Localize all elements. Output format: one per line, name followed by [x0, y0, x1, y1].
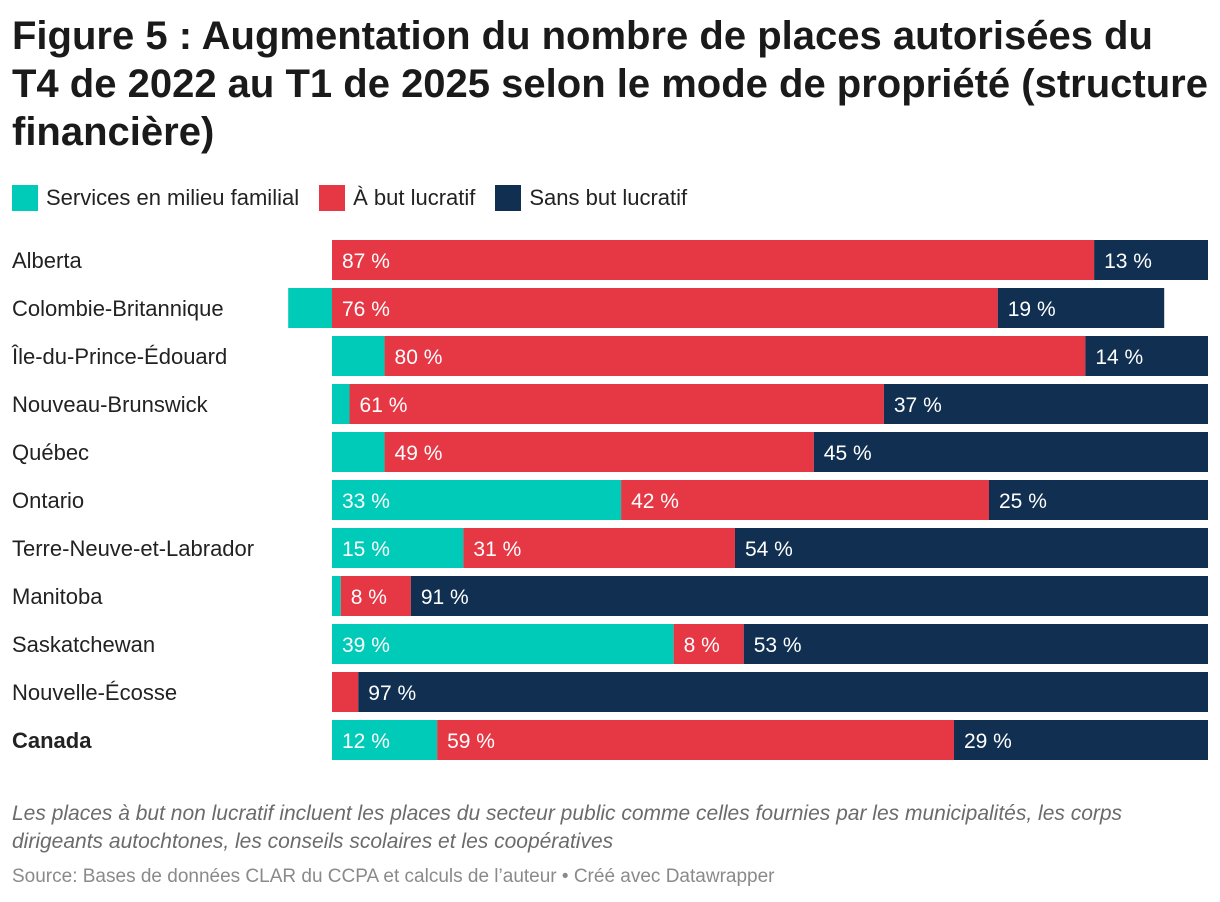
bar-colombie-britannique-series-2 [997, 288, 1165, 328]
legend-item-family: Services en milieu familial [12, 185, 299, 211]
bar-ile-du-prince-edouard-series-2 [1085, 336, 1208, 376]
bar-ontario-series-0 [332, 480, 622, 520]
legend-item-non-profit: Sans but lucratif [495, 185, 687, 211]
value-label-ile-du-prince-edouard-series-1: 80 % [395, 346, 443, 369]
value-label-saskatchewan-series-0: 39 % [342, 634, 390, 657]
legend-label-for-profit: À but lucratif [353, 185, 476, 210]
category-label-nouveau-brunswick: Nouveau-Brunswick [12, 392, 209, 417]
bar-canada-series-2 [953, 720, 1208, 760]
bar-alberta-series-2 [1094, 240, 1208, 280]
bar-quebec-series-0 [332, 432, 385, 472]
value-label-colombie-britannique-series-1: 76 % [342, 298, 390, 321]
bar-ontario-series-1 [621, 480, 989, 520]
bar-nouveau-brunswick-series-2 [883, 384, 1208, 424]
value-label-nouveau-brunswick-series-2: 37 % [894, 394, 942, 417]
bar-terre-neuve-et-labrador-series-2 [734, 528, 1208, 568]
legend-swatch-family [12, 185, 38, 211]
bar-quebec-series-1 [384, 432, 814, 472]
category-label-ontario: Ontario [12, 488, 84, 513]
bar-terre-neuve-et-labrador-series-0 [332, 528, 464, 568]
category-label-nouvelle-ecosse: Nouvelle-Écosse [12, 680, 177, 705]
value-label-manitoba-series-1: 8 % [351, 586, 387, 609]
category-label-quebec: Québec [12, 440, 89, 465]
value-label-terre-neuve-et-labrador-series-0: 15 % [342, 538, 390, 561]
value-label-terre-neuve-et-labrador-series-2: 54 % [745, 538, 793, 561]
chart-note: Les places à but non lucratif incluent l… [12, 802, 1123, 853]
value-label-canada-series-1: 59 % [447, 730, 495, 753]
legend: Services en milieu familial À but lucrat… [12, 184, 707, 212]
category-label-colombie-britannique: Colombie-Britannique [12, 296, 224, 321]
chart-title: Figure 5 : Augmentation du nombre de pla… [12, 14, 1208, 154]
bar-quebec-series-2 [813, 432, 1208, 472]
bar-alberta-series-1 [332, 240, 1095, 280]
value-label-quebec-series-2: 45 % [824, 442, 872, 465]
value-label-canada-series-0: 12 % [342, 730, 390, 753]
bar-colombie-britannique-series-1 [332, 288, 998, 328]
category-label-terre-neuve-et-labrador: Terre-Neuve-et-Labrador [12, 536, 254, 561]
legend-label-family: Services en milieu familial [46, 185, 300, 210]
value-label-manitoba-series-2: 91 % [421, 586, 469, 609]
bar-nouveau-brunswick-series-1 [349, 384, 884, 424]
category-label-alberta: Alberta [12, 248, 82, 273]
legend-swatch-for-profit [319, 185, 346, 211]
bar-saskatchewan-series-2 [743, 624, 1208, 664]
value-label-canada-series-2: 29 % [964, 730, 1012, 753]
chart-source: Source: Bases de données CLAR du CCPA et… [12, 866, 775, 887]
value-label-nouveau-brunswick-series-1: 61 % [360, 394, 408, 417]
bar-canada-series-1 [437, 720, 954, 760]
legend-item-for-profit: À but lucratif [319, 185, 475, 211]
value-label-ontario-series-2: 25 % [999, 490, 1047, 513]
legend-swatch-non-profit [495, 185, 522, 211]
bar-ile-du-prince-edouard-series-0 [332, 336, 385, 376]
value-label-ontario-series-1: 42 % [631, 490, 679, 513]
value-label-alberta-series-2: 13 % [1104, 250, 1152, 273]
category-label-canada: Canada [12, 728, 92, 753]
bar-nouvelle-ecosse-series-2 [358, 672, 1208, 712]
value-label-quebec-series-1: 49 % [395, 442, 443, 465]
value-label-ontario-series-0: 33 % [342, 490, 390, 513]
value-label-saskatchewan-series-2: 53 % [754, 634, 802, 657]
bar-canada-series-0 [332, 720, 438, 760]
bar-terre-neuve-et-labrador-series-1 [463, 528, 735, 568]
bar-ile-du-prince-edouard-series-1 [384, 336, 1086, 376]
category-label-manitoba: Manitoba [12, 584, 103, 609]
stacked-bar-chart: Alberta 87 % 13 % Colombie-Britannique 76 % 1… [11, 240, 1209, 760]
value-label-terre-neuve-et-labrador-series-1: 31 % [473, 538, 521, 561]
value-label-ile-du-prince-edouard-series-2: 14 % [1095, 346, 1143, 369]
bar-colombie-britannique-series-0 [288, 288, 332, 328]
bar-saskatchewan-series-1 [673, 624, 744, 664]
category-label-saskatchewan: Saskatchewan [12, 632, 155, 657]
value-label-nouvelle-ecosse-series-2: 97 % [368, 682, 416, 705]
bar-manitoba-series-0 [332, 576, 341, 616]
value-label-saskatchewan-series-1: 8 % [684, 634, 720, 657]
bar-nouvelle-ecosse-series-1 [332, 672, 359, 712]
bar-saskatchewan-series-0 [332, 624, 674, 664]
bar-nouveau-brunswick-series-0 [332, 384, 350, 424]
legend-label-non-profit: Sans but lucratif [529, 185, 688, 210]
bar-ontario-series-2 [989, 480, 1208, 520]
value-label-alberta-series-1: 87 % [342, 250, 390, 273]
bar-manitoba-series-2 [410, 576, 1209, 616]
value-label-colombie-britannique-series-2: 19 % [1008, 298, 1056, 321]
category-label-ile-du-prince-edouard: Île-du-Prince-Édouard [11, 344, 227, 369]
bar-manitoba-series-1 [340, 576, 411, 616]
